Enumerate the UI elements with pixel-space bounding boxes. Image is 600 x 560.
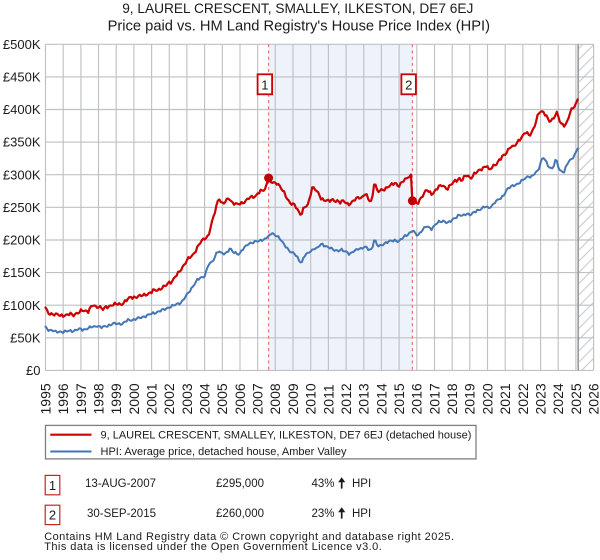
- svg-text:Price paid vs. HM Land Registr: Price paid vs. HM Land Registry's House …: [108, 19, 490, 35]
- svg-text:9, LAUREL CRESCENT, SMALLEY, I: 9, LAUREL CRESCENT, SMALLEY, ILKESTON, D…: [101, 429, 472, 441]
- svg-text:2013: 2013: [356, 383, 372, 414]
- svg-text:2026: 2026: [586, 383, 600, 414]
- svg-text:£450K: £450K: [3, 70, 41, 85]
- svg-text:HPI: HPI: [352, 478, 371, 490]
- svg-text:2009: 2009: [285, 383, 301, 414]
- svg-text:£100K: £100K: [3, 298, 41, 313]
- svg-text:2021: 2021: [497, 383, 513, 414]
- svg-text:2023: 2023: [533, 383, 549, 414]
- svg-text:£0: £0: [26, 363, 40, 378]
- svg-text:HPI: Average price, detached h: HPI: Average price, detached house, Ambe…: [101, 446, 348, 458]
- svg-text:2014: 2014: [373, 383, 389, 414]
- svg-text:2018: 2018: [444, 383, 460, 414]
- svg-text:£300K: £300K: [3, 167, 41, 182]
- svg-text:£200K: £200K: [3, 233, 41, 248]
- svg-text:£150K: £150K: [3, 265, 41, 280]
- svg-text:£295,000: £295,000: [216, 478, 264, 490]
- svg-text:1999: 1999: [108, 383, 124, 414]
- svg-text:2010: 2010: [303, 383, 319, 414]
- svg-text:2005: 2005: [214, 383, 230, 414]
- svg-text:1997: 1997: [73, 383, 89, 414]
- svg-text:1995: 1995: [37, 383, 53, 414]
- svg-text:2020: 2020: [479, 383, 495, 414]
- svg-text:2015: 2015: [391, 383, 407, 414]
- svg-text:1: 1: [261, 77, 268, 92]
- svg-text:£350K: £350K: [3, 135, 41, 150]
- svg-text:HPI: HPI: [352, 508, 371, 520]
- svg-text:9, LAUREL CRESCENT, SMALLEY, I: 9, LAUREL CRESCENT, SMALLEY, ILKESTON, D…: [122, 1, 473, 16]
- svg-text:£400K: £400K: [3, 102, 41, 117]
- svg-text:2008: 2008: [267, 383, 283, 414]
- svg-text:1998: 1998: [90, 383, 106, 414]
- svg-text:2: 2: [49, 508, 56, 523]
- svg-text:2017: 2017: [426, 383, 442, 414]
- svg-text:Contains HM Land Registry data: Contains HM Land Registry data © Crown c…: [44, 531, 454, 543]
- svg-text:£250K: £250K: [3, 200, 41, 215]
- svg-text:30-SEP-2015: 30-SEP-2015: [87, 508, 156, 520]
- svg-text:2003: 2003: [179, 383, 195, 414]
- svg-text:13-AUG-2007: 13-AUG-2007: [85, 478, 156, 490]
- svg-text:2022: 2022: [515, 383, 531, 414]
- svg-text:2024: 2024: [550, 383, 566, 414]
- svg-text:23%: 23%: [312, 508, 335, 520]
- svg-text:2016: 2016: [409, 383, 425, 414]
- svg-text:2002: 2002: [161, 383, 177, 414]
- svg-text:2019: 2019: [462, 383, 478, 414]
- svg-text:2: 2: [405, 77, 412, 92]
- svg-text:2001: 2001: [144, 383, 160, 414]
- svg-text:£260,000: £260,000: [216, 508, 264, 520]
- svg-text:2006: 2006: [232, 383, 248, 414]
- svg-text:2012: 2012: [338, 383, 354, 414]
- svg-text:£500K: £500K: [3, 37, 41, 52]
- svg-text:1996: 1996: [55, 383, 71, 414]
- svg-text:2007: 2007: [250, 383, 266, 414]
- svg-text:2004: 2004: [197, 383, 213, 414]
- svg-text:2025: 2025: [568, 383, 584, 414]
- svg-text:This data is licensed under th: This data is licensed under the Open Gov…: [44, 541, 382, 553]
- svg-text:1: 1: [49, 478, 56, 493]
- svg-text:2000: 2000: [126, 383, 142, 414]
- svg-text:43%: 43%: [312, 478, 335, 490]
- svg-text:£50K: £50K: [10, 330, 41, 345]
- svg-text:2011: 2011: [320, 384, 336, 414]
